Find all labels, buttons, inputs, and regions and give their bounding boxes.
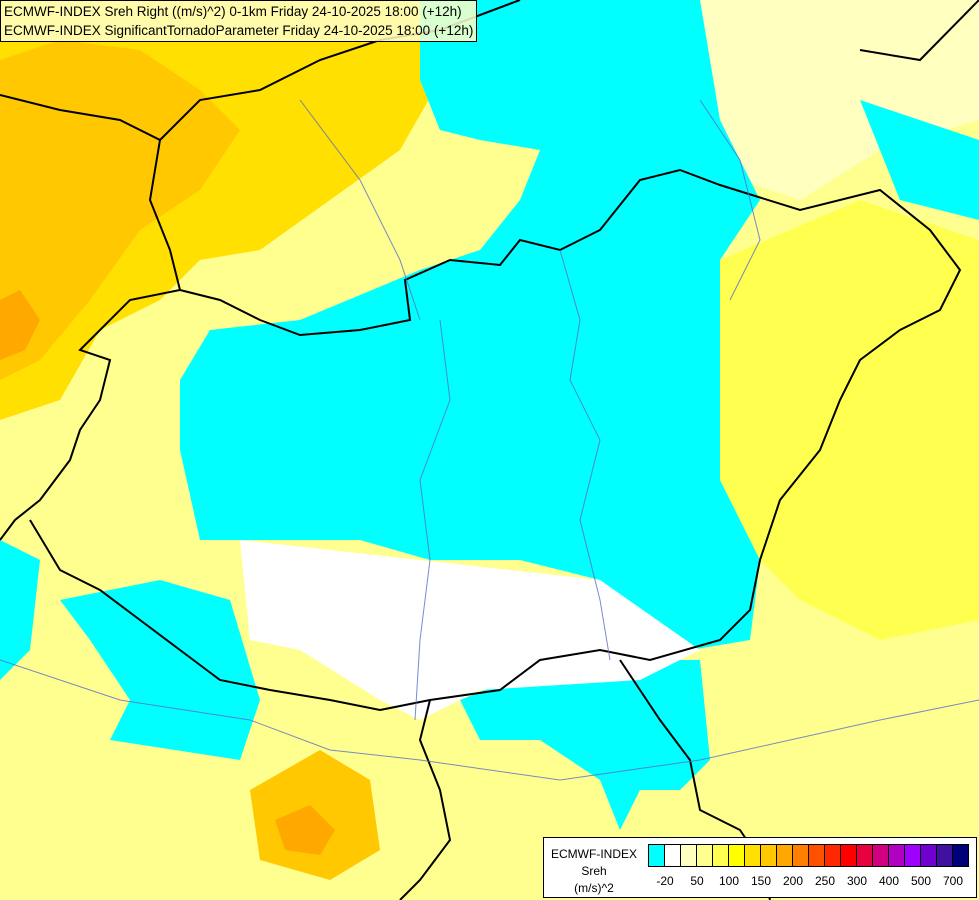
cyan-region-northeast <box>860 100 979 220</box>
legend-label: 100 <box>718 874 740 888</box>
legend-label: 250 <box>814 874 836 888</box>
white-region-south <box>240 540 700 720</box>
legend-swatch <box>841 845 857 866</box>
legend-swatch <box>825 845 841 866</box>
legend-label: -20 <box>656 874 674 888</box>
legend-color-bar <box>648 844 969 867</box>
legend-swatch <box>761 845 777 866</box>
legend-swatch <box>649 845 665 866</box>
legend-swatch <box>905 845 921 866</box>
legend-swatch <box>809 845 825 866</box>
title-line-stp: ECMWF-INDEX SignificantTornadoParameter … <box>4 23 474 38</box>
dark-orange-region-northwest <box>0 40 240 380</box>
map-title-box: ECMWF-INDEX Sreh Right ((m/s)^2) 0-1km F… <box>0 0 478 42</box>
legend-label: 400 <box>878 874 900 888</box>
legend-swatch <box>937 845 953 866</box>
color-legend: ECMWF-INDEX Sreh (m/s)^2 -20 50 100 150 200 2… <box>543 837 977 898</box>
legend-label: 50 <box>690 874 704 888</box>
legend-title: ECMWF-INDEX Sreh (m/s)^2 <box>548 846 640 897</box>
cyan-region-central <box>180 0 760 650</box>
legend-swatch <box>697 845 713 866</box>
yellow-region-east <box>720 200 979 640</box>
legend-swatch <box>953 845 968 866</box>
legend-swatch <box>665 845 681 866</box>
legend-swatch <box>793 845 809 866</box>
legend-swatch <box>681 845 697 866</box>
legend-swatch <box>921 845 937 866</box>
legend-swatch <box>889 845 905 866</box>
legend-label: 300 <box>846 874 868 888</box>
legend-label: 500 <box>910 874 932 888</box>
legend-variable: Sreh <box>581 864 607 878</box>
title-line-sreh: ECMWF-INDEX Sreh Right ((m/s)^2) 0-1km F… <box>4 4 462 19</box>
legend-swatch <box>777 845 793 866</box>
cyan-region-southwest <box>60 580 260 760</box>
legend-source: ECMWF-INDEX <box>551 847 637 861</box>
cyan-region-west <box>0 540 40 680</box>
legend-swatch <box>857 845 873 866</box>
dark-orange-hotspot-south <box>275 805 335 855</box>
legend-unit: (m/s)^2 <box>574 881 614 895</box>
legend-label: 150 <box>750 874 772 888</box>
legend-label: 200 <box>782 874 804 888</box>
pale-region-northeast <box>700 0 979 200</box>
legend-swatch <box>729 845 745 866</box>
hotspot-west <box>0 290 40 360</box>
legend-label: 700 <box>942 874 964 888</box>
legend-swatch <box>873 845 889 866</box>
legend-swatch <box>745 845 761 866</box>
rivers <box>0 99 979 781</box>
legend-swatch <box>713 845 729 866</box>
